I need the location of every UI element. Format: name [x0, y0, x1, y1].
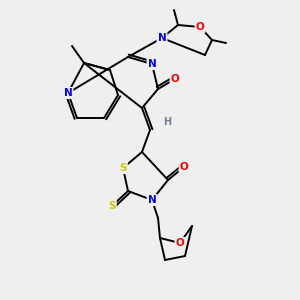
Text: S: S — [108, 201, 116, 211]
Text: O: O — [171, 74, 179, 84]
Text: H: H — [163, 117, 171, 127]
Text: O: O — [176, 238, 184, 248]
Text: S: S — [119, 163, 127, 173]
Text: O: O — [180, 162, 188, 172]
Text: N: N — [158, 33, 166, 43]
Text: O: O — [196, 22, 204, 32]
Text: N: N — [148, 59, 156, 69]
Text: N: N — [64, 88, 72, 98]
Text: N: N — [148, 195, 156, 205]
